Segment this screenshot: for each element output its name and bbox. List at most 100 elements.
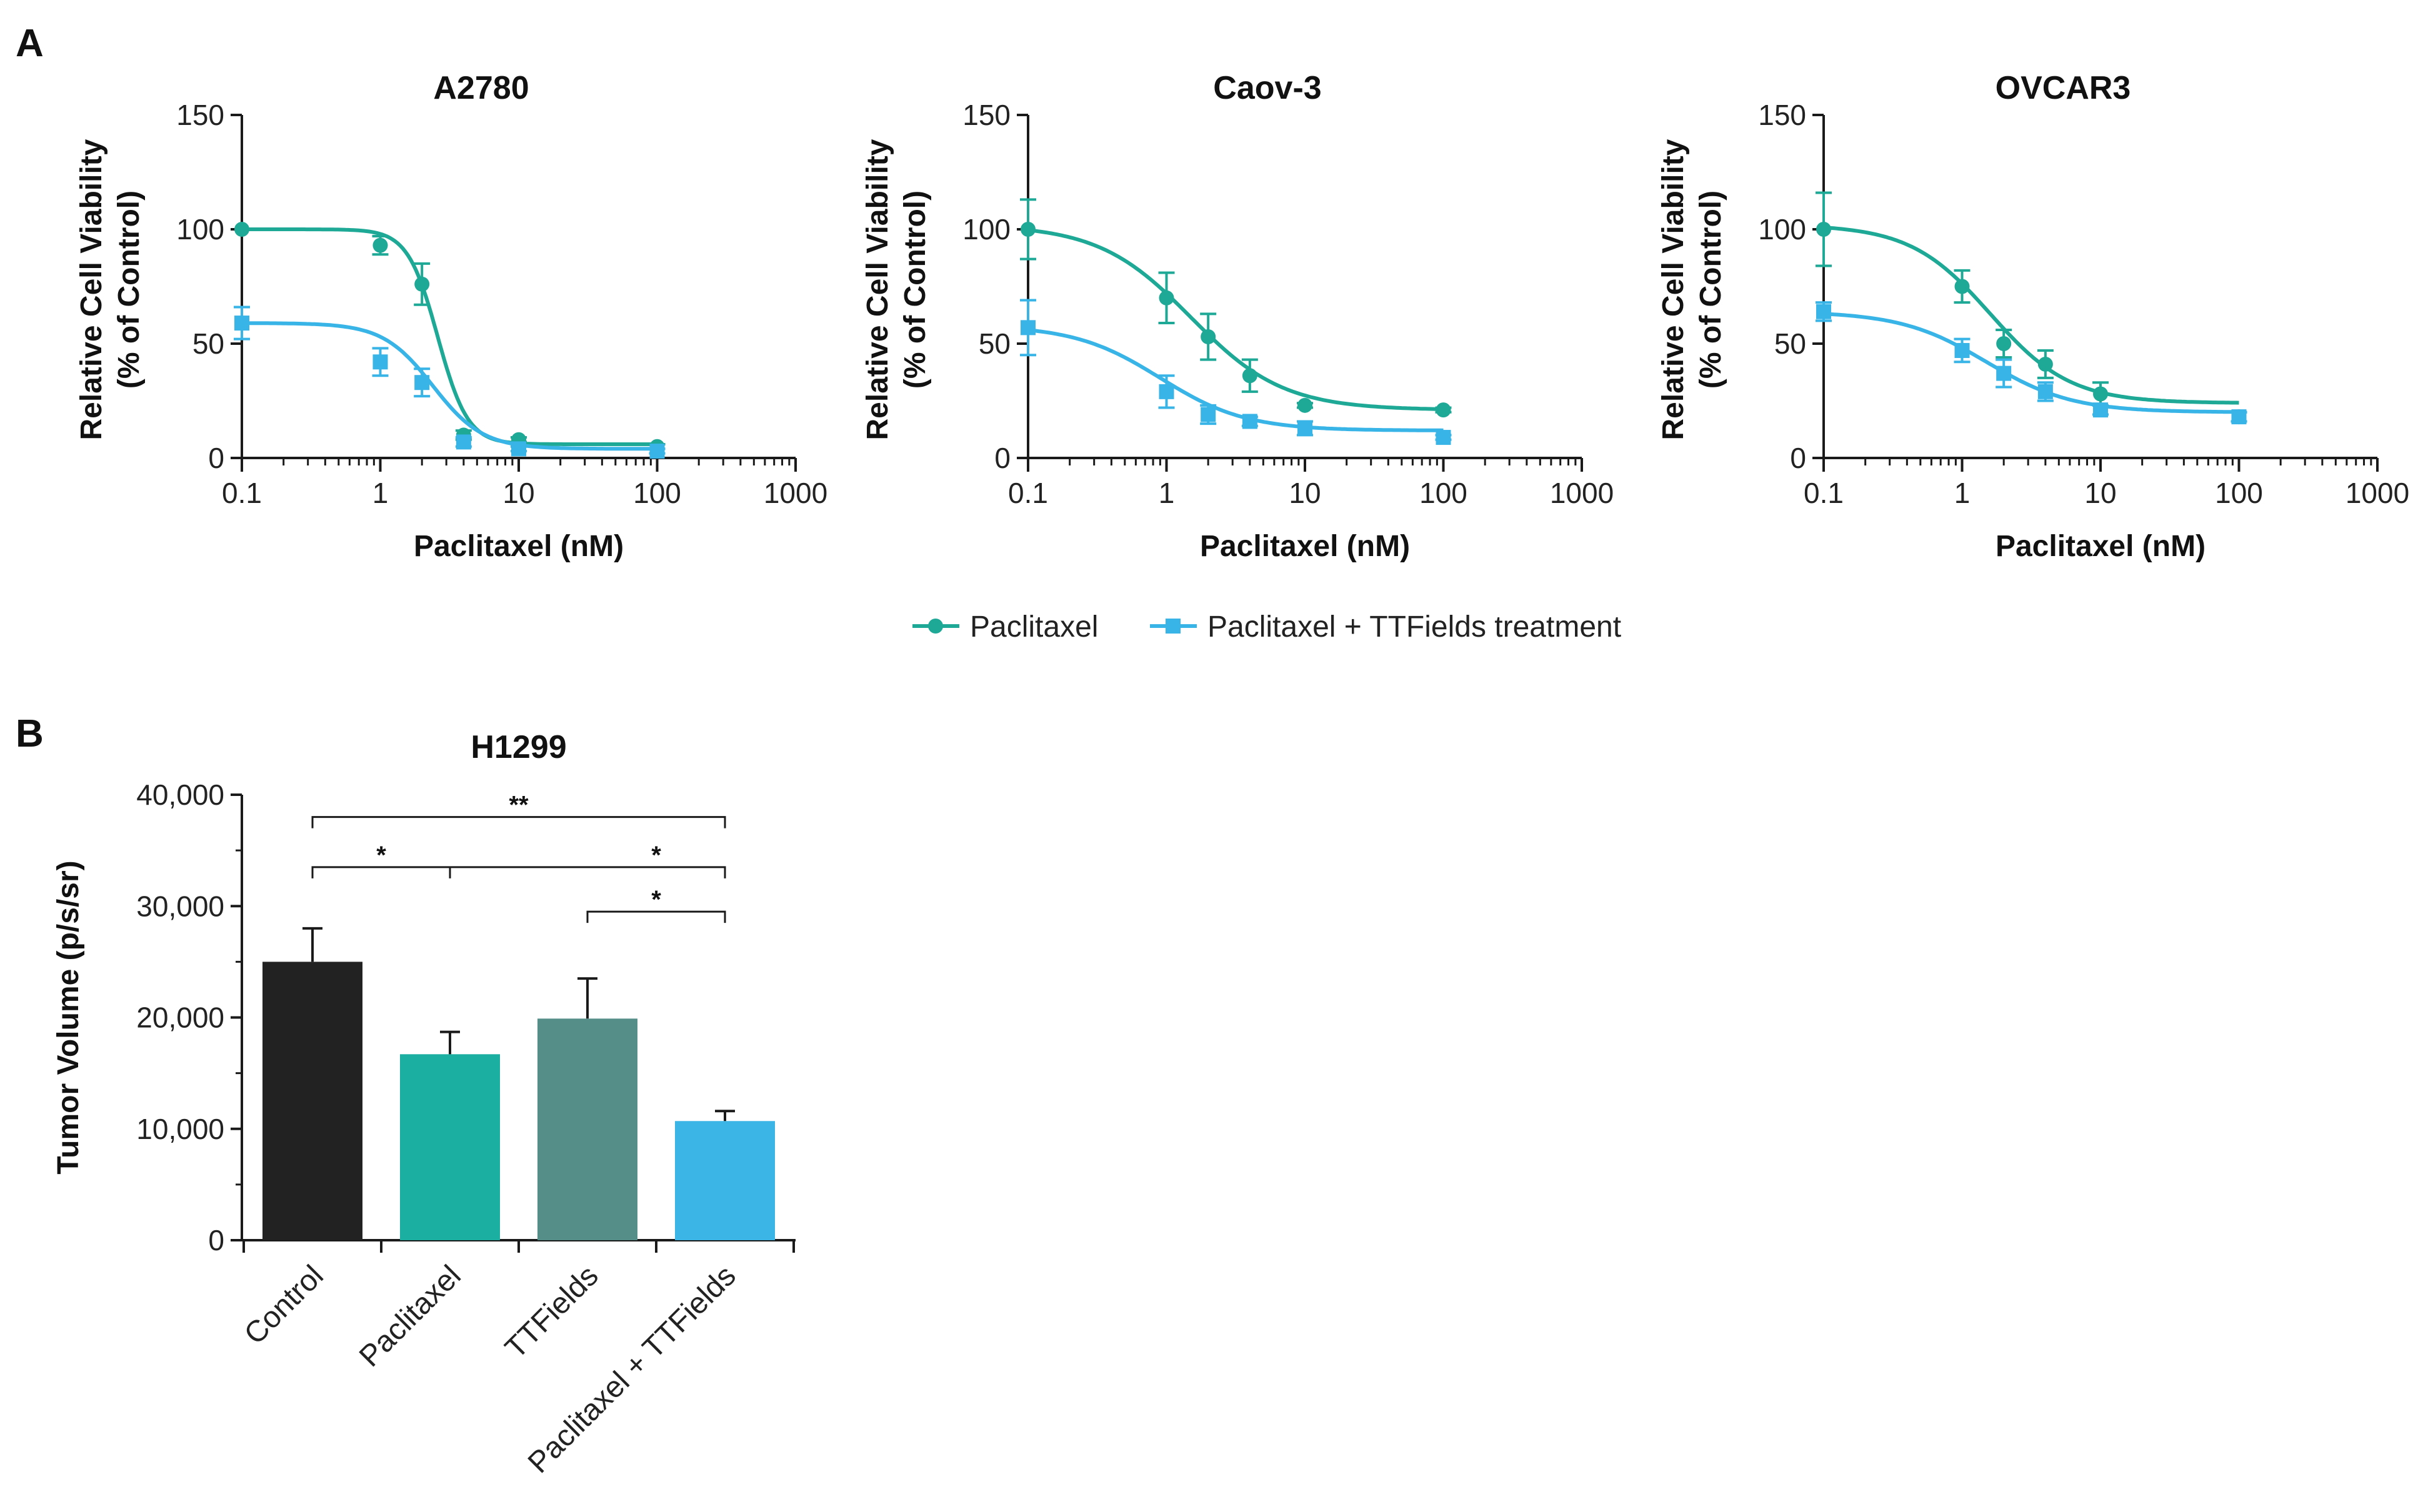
significance-bracket <box>586 910 726 923</box>
chart-title: Caov-3 <box>1213 70 1321 106</box>
data-point <box>1297 397 1312 413</box>
data-point <box>1954 279 1970 294</box>
x-axis-label: Paclitaxel (nM) <box>1200 530 1410 563</box>
data-point <box>1242 368 1257 384</box>
data-point <box>2037 356 2053 372</box>
y-tick-label: 50 <box>979 327 1011 360</box>
data-point <box>2037 384 2053 399</box>
legend-label: Paclitaxel <box>970 610 1098 644</box>
bar <box>400 1054 500 1240</box>
legend-marker <box>928 619 943 634</box>
x-tick-label: 0.1 <box>1804 477 1844 509</box>
fit-curve <box>1027 328 1444 432</box>
y-axis-label: Relative Cell Viability <box>861 139 894 440</box>
significance-label: * <box>651 842 661 869</box>
x-tick-label: 1000 <box>764 477 827 509</box>
significance-label: * <box>376 842 386 869</box>
data-point <box>1996 336 2012 351</box>
data-point <box>2231 409 2247 425</box>
y-tick-label: 100 <box>176 213 224 246</box>
x-tick-label: 0.1 <box>222 477 262 509</box>
data-point <box>649 444 665 459</box>
data-point <box>1996 366 2012 381</box>
legend: Paclitaxel Paclitaxel + TTFields treatmen… <box>912 610 1621 644</box>
x-tick-label: 10 <box>502 477 534 509</box>
y-axis-label: Tumor Volume (p/s/sr) <box>52 860 85 1174</box>
x-tick-label: 1 <box>1159 477 1175 509</box>
data-point <box>511 441 526 457</box>
x-tick-label: TTFields <box>499 1259 604 1365</box>
y-tick-label: 100 <box>1758 213 1806 246</box>
panel-label-a: A <box>16 22 44 65</box>
bar <box>262 962 362 1240</box>
data-point <box>2093 386 2108 402</box>
x-tick-label: 1 <box>1954 477 1971 509</box>
y-tick-label: 30,000 <box>136 890 224 922</box>
y-axis-label: Relative Cell Viability <box>75 139 108 440</box>
x-tick-label: 100 <box>1419 477 1467 509</box>
y-tick-label: 150 <box>962 99 1011 131</box>
fit-curve <box>1823 312 2239 414</box>
significance-label: * <box>651 886 661 913</box>
data-point <box>1816 222 1831 237</box>
fit-curve <box>1027 228 1444 411</box>
y-tick-label: 50 <box>192 327 224 360</box>
x-tick-label: 100 <box>633 477 681 509</box>
panel-label-b: B <box>16 712 44 755</box>
data-point <box>414 276 430 292</box>
y-axis-label: Relative Cell Viability <box>1657 139 1690 440</box>
data-point <box>414 375 430 390</box>
data-point <box>1436 402 1451 418</box>
chart-title: OVCAR3 <box>1996 70 2131 106</box>
data-point <box>234 316 249 331</box>
y-tick-label: 0 <box>994 442 1011 474</box>
y-axis-label: (% of Control) <box>1694 191 1727 389</box>
y-tick-label: 20,000 <box>136 1002 224 1034</box>
y-tick-label: 40,000 <box>136 778 224 811</box>
data-point <box>1159 290 1174 306</box>
y-tick-label: 10,000 <box>136 1113 224 1145</box>
y-tick-label: 150 <box>1758 99 1806 131</box>
data-point <box>1021 320 1036 336</box>
legend-marker <box>1166 619 1181 634</box>
x-tick-label: 1000 <box>2346 477 2409 509</box>
fit-curve <box>242 227 657 446</box>
data-point <box>1954 342 1970 358</box>
chart-title: A2780 <box>433 70 529 106</box>
chart-h1299: H1299 0 10,000 20,000 30,000 40,000 Tumor Volu… <box>52 729 796 1480</box>
significance-bracket <box>311 866 726 878</box>
significance-label: ** <box>509 792 529 819</box>
x-tick-label: Control <box>238 1259 330 1351</box>
y-tick-label: 150 <box>176 99 224 131</box>
data-point <box>1201 407 1216 422</box>
x-axis-label: Paclitaxel (nM) <box>1996 530 2206 563</box>
fit-curve <box>242 321 657 451</box>
y-tick-label: 100 <box>962 213 1011 246</box>
data-point <box>1201 329 1216 345</box>
y-tick-label: 0 <box>1790 442 1806 474</box>
chart-a2780: A2780 0 50 100 150 0.1 1 10 100 1000 Paclitaxel (n… <box>75 70 827 563</box>
data-point <box>2093 402 2108 418</box>
data-point <box>1816 304 1831 319</box>
x-tick-label: 1 <box>372 477 389 509</box>
chart-ovcar3: OVCAR3 0 50 100 150 0.1 1 10 100 1000 Paclitaxel (… <box>1657 70 2409 563</box>
data-point <box>372 354 388 370</box>
data-point <box>456 434 471 450</box>
x-tick-label: 1000 <box>1550 477 1614 509</box>
y-axis-label: (% of Control) <box>112 191 146 389</box>
legend-label: Paclitaxel + TTFields treatment <box>1207 610 1621 644</box>
x-tick-label: 100 <box>2215 477 2263 509</box>
y-tick-label: 0 <box>208 442 224 474</box>
x-tick-label: Paclitaxel <box>353 1259 467 1373</box>
data-point <box>234 222 249 237</box>
x-tick-label: 10 <box>1289 477 1321 509</box>
bar <box>675 1121 775 1240</box>
data-point <box>1242 414 1257 429</box>
chart-caov3: Caov-3 0 50 100 150 0.1 1 10 100 1000 Paclitaxel (… <box>861 70 1614 563</box>
chart-title: H1299 <box>471 729 566 765</box>
y-tick-label: 0 <box>208 1224 224 1256</box>
fit-curve <box>1823 226 2239 405</box>
data-point <box>1297 420 1312 436</box>
x-tick-label: 0.1 <box>1008 477 1048 509</box>
